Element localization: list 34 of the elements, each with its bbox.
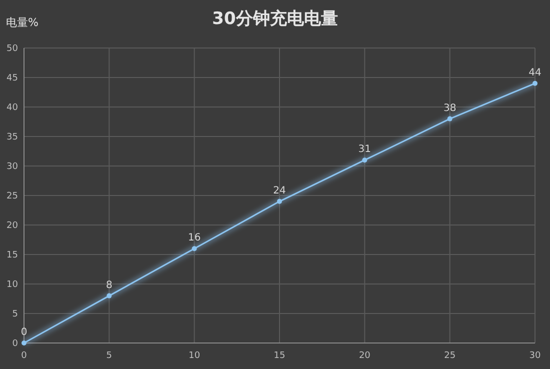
x-tick-label: 25 xyxy=(444,351,456,361)
data-label: 44 xyxy=(528,67,542,78)
y-tick-label: 20 xyxy=(6,221,18,232)
x-tick-label: 15 xyxy=(274,351,286,361)
point xyxy=(532,80,538,86)
data-label: 0 xyxy=(20,327,28,338)
y-tick-label: 50 xyxy=(6,44,18,54)
point xyxy=(106,293,112,298)
data-label: 31 xyxy=(358,144,372,156)
y-tick-label: 0 xyxy=(12,339,18,350)
x-tick-label: 0 xyxy=(21,351,28,361)
y-tick-label: 30 xyxy=(6,162,18,172)
y-tick-label: 15 xyxy=(6,250,18,261)
y-axis-title: 电量% xyxy=(6,16,38,29)
x-tick-label: 5 xyxy=(106,351,112,361)
data-label: 24 xyxy=(273,185,286,196)
x-tick-label: 30 xyxy=(529,351,541,361)
chart-title: 30分钟充电电量 xyxy=(212,9,338,29)
y-tick-label: 5 xyxy=(12,310,18,320)
data-label: 38 xyxy=(443,102,456,114)
point xyxy=(277,198,282,204)
x-tick-label: 10 xyxy=(188,351,200,361)
y-tick-label: 45 xyxy=(6,74,18,84)
y-tick-label: 10 xyxy=(6,280,18,290)
data-label: 8 xyxy=(106,280,112,291)
point xyxy=(192,246,197,252)
x-tick-label: 20 xyxy=(358,351,371,361)
y-tick-label: 35 xyxy=(6,132,18,143)
y-tick-label: 25 xyxy=(6,192,18,202)
y-tick-label: 40 xyxy=(6,103,18,114)
point xyxy=(362,158,368,163)
point xyxy=(22,340,26,346)
point xyxy=(447,116,452,122)
data-label: 16 xyxy=(188,232,201,244)
